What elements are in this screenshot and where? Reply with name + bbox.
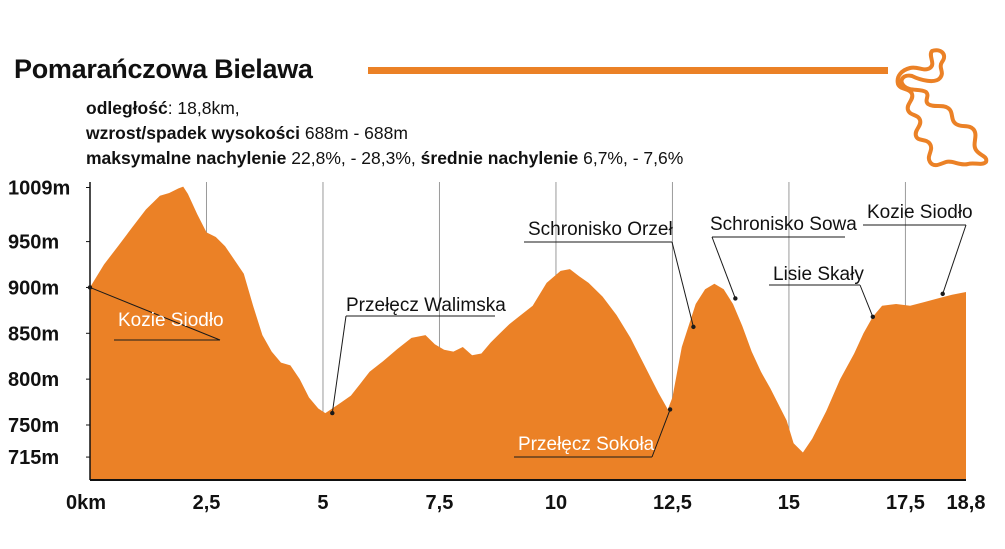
bielawa-outline-path [895, 48, 989, 168]
route-stats: odległość: 18,8km, wzrost/spadek wysokoś… [86, 96, 683, 171]
annotation-point [870, 314, 876, 319]
annotation-label: Przełęcz Sokoła [518, 434, 655, 455]
x-tick-label: 7,5 [426, 492, 454, 514]
page-title: Pomarańczowa Bielawa [14, 54, 313, 84]
annotation-label: Schronisko Sowa [710, 214, 857, 235]
stat-elevation: wzrost/spadek wysokości 688m - 688m [86, 121, 683, 146]
y-tick-label: 715m [8, 447, 59, 469]
x-tick-label: 17,5 [886, 492, 925, 514]
stat-avg-slope-label: średnie nachylenie [420, 148, 579, 168]
y-tick-label: 1009m [8, 178, 70, 200]
annotation-leader [859, 284, 874, 317]
x-tick-label: 10 [545, 492, 567, 514]
stat-elevation-value: 688m - 688m [299, 123, 408, 143]
annotation: Przełęcz Sokoła [514, 407, 673, 458]
annotation-label: Kozie Siodło [867, 202, 973, 223]
annotation-point [330, 410, 335, 416]
annotation-label: Schronisko Orzeł [528, 219, 673, 240]
stat-max-slope-value: 22,8%, - 28,3%, [286, 148, 416, 168]
annotation-leader [942, 224, 967, 295]
annotation: Kozie Siodło [863, 202, 973, 297]
stat-slope: maksymalne nachylenie 22,8%, - 28,3%, śr… [86, 146, 683, 171]
y-tick-label: 850m [8, 323, 59, 345]
annotation-label: Lisie Skały [773, 264, 864, 285]
x-tick-label: 0km [66, 492, 106, 514]
tick-layer: 1009m 950m 900m 850m 800m 750m 715m 0km 2,5 5 7,5 1… [8, 178, 985, 514]
y-tick-label: 950m [8, 232, 59, 254]
annotation: Schronisko Orzeł [524, 219, 696, 330]
annotation-point [940, 291, 945, 297]
x-tick-label: 18,8 [947, 492, 986, 514]
annotation: Schronisko Sowa [710, 214, 857, 301]
x-tick-label: 15 [778, 492, 800, 514]
stat-elevation-label: wzrost/spadek wysokości [86, 123, 300, 143]
y-tick-label: 750m [8, 415, 59, 437]
x-tick-label: 2,5 [193, 492, 221, 514]
annotation-point [87, 285, 93, 290]
annotation-label: Przełęcz Walimska [346, 295, 506, 316]
annotation-leader [711, 236, 736, 299]
stat-avg-slope-value: 6,7%, - 7,6% [578, 148, 684, 168]
annotation-label: Kozie Siodło [118, 310, 224, 331]
stat-distance-label: odległość [86, 98, 168, 118]
y-tick-label: 900m [8, 277, 59, 299]
axis-layer [86, 182, 966, 481]
annotation-leader [331, 315, 347, 414]
title-underline-bar [368, 67, 888, 74]
annotation-layer: Kozie Siodło Przełęcz Walimska Schronisko … [87, 202, 973, 458]
x-tick-label: 12,5 [653, 492, 692, 514]
stat-distance-value: : 18,8km, [167, 98, 240, 118]
annotation-point [691, 324, 696, 330]
annotation: Lisie Skały [769, 264, 876, 319]
stat-max-slope-label: maksymalne nachylenie [86, 148, 287, 168]
annotation-point [667, 407, 673, 412]
elevation-area [90, 186, 966, 480]
annotation-leader [671, 241, 694, 327]
stat-distance: odległość: 18,8km, [86, 96, 683, 121]
bielawa-outline-icon [895, 48, 989, 168]
grid-layer [205, 182, 906, 480]
annotation-leader [89, 286, 221, 341]
y-tick-label: 800m [8, 369, 59, 391]
elevation-chart: 1009m 950m 900m 850m 800m 750m 715m 0km 2,5 5 7,5 1… [8, 178, 985, 514]
annotation-leader [651, 409, 671, 458]
x-tick-label: 5 [317, 492, 328, 514]
annotation-point [733, 296, 738, 301]
annotation: Kozie Siodło [87, 285, 224, 341]
annotation: Przełęcz Walimska [330, 295, 506, 416]
